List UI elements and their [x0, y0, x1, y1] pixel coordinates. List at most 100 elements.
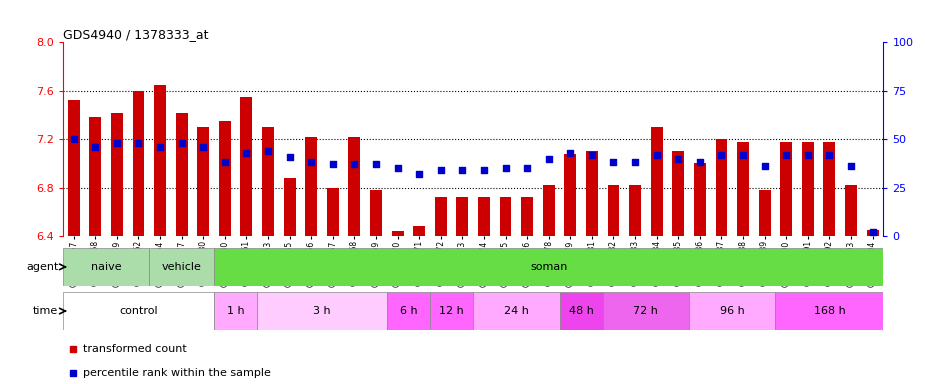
Point — [261, 148, 276, 154]
Point — [239, 150, 253, 156]
Bar — [781, 142, 792, 236]
Bar — [456, 197, 468, 236]
Bar — [478, 197, 490, 236]
Point — [800, 152, 815, 158]
Bar — [284, 178, 296, 236]
Point — [693, 159, 708, 166]
Bar — [413, 227, 426, 236]
Text: 96 h: 96 h — [720, 306, 745, 316]
Point — [326, 161, 340, 167]
Bar — [197, 127, 209, 236]
Bar — [867, 230, 879, 236]
Point — [153, 144, 167, 150]
Bar — [132, 91, 144, 236]
Bar — [176, 113, 188, 236]
Bar — [219, 121, 230, 236]
Bar — [240, 97, 253, 236]
Bar — [716, 139, 727, 236]
Text: agent: agent — [26, 262, 58, 272]
Bar — [391, 231, 403, 236]
Text: naive: naive — [91, 262, 121, 272]
Bar — [474, 292, 560, 330]
Text: time: time — [33, 306, 58, 316]
Bar — [327, 188, 339, 236]
Bar — [823, 142, 835, 236]
Text: 3 h: 3 h — [314, 306, 331, 316]
Bar — [305, 137, 317, 236]
Bar — [149, 248, 214, 286]
Point — [476, 167, 491, 173]
Point — [88, 144, 103, 150]
Bar — [68, 101, 80, 236]
Point — [585, 152, 599, 158]
Point — [822, 152, 837, 158]
Text: 24 h: 24 h — [504, 306, 529, 316]
Point — [758, 163, 772, 169]
Bar — [262, 127, 274, 236]
Text: transformed count: transformed count — [83, 344, 187, 354]
Point — [109, 140, 124, 146]
Point — [649, 152, 664, 158]
Bar — [214, 248, 883, 286]
Point — [347, 161, 362, 167]
Text: 6 h: 6 h — [400, 306, 417, 316]
Bar — [500, 197, 512, 236]
Point — [779, 152, 794, 158]
Bar — [154, 84, 166, 236]
Point — [844, 163, 858, 169]
Point — [217, 159, 232, 166]
Bar — [111, 113, 123, 236]
Text: 1 h: 1 h — [227, 306, 244, 316]
Point — [282, 154, 297, 160]
Bar — [608, 185, 620, 236]
Point — [628, 159, 643, 166]
Bar — [387, 292, 430, 330]
Bar — [586, 151, 598, 236]
Bar — [430, 292, 473, 330]
Point — [865, 229, 880, 235]
Bar — [650, 127, 662, 236]
Point — [455, 167, 470, 173]
Bar — [694, 164, 706, 236]
Bar — [802, 142, 814, 236]
Bar — [435, 197, 447, 236]
Bar — [370, 190, 382, 236]
Bar — [775, 292, 883, 330]
Bar — [90, 118, 101, 236]
Point — [606, 159, 621, 166]
Bar — [257, 292, 387, 330]
Text: 48 h: 48 h — [569, 306, 594, 316]
Text: soman: soman — [530, 262, 567, 272]
Point — [67, 136, 81, 142]
Point — [735, 152, 750, 158]
Point — [714, 152, 729, 158]
Bar — [521, 197, 533, 236]
Bar — [543, 185, 555, 236]
Bar — [214, 292, 257, 330]
Point — [412, 171, 426, 177]
Text: control: control — [119, 306, 158, 316]
Bar — [689, 292, 775, 330]
Point — [174, 140, 189, 146]
Point — [303, 159, 318, 166]
Bar — [63, 248, 149, 286]
Text: 12 h: 12 h — [439, 306, 464, 316]
Text: GDS4940 / 1378333_at: GDS4940 / 1378333_at — [63, 28, 208, 41]
Bar — [845, 185, 857, 236]
Bar — [349, 137, 361, 236]
Bar — [629, 185, 641, 236]
Point — [671, 156, 685, 162]
Point — [433, 167, 448, 173]
Point — [541, 156, 556, 162]
Text: percentile rank within the sample: percentile rank within the sample — [83, 368, 271, 379]
Bar — [63, 292, 214, 330]
Point — [368, 161, 383, 167]
Bar — [560, 292, 603, 330]
Point — [196, 144, 211, 150]
Point — [390, 165, 405, 171]
Text: vehicle: vehicle — [162, 262, 202, 272]
Bar — [672, 151, 684, 236]
Text: 168 h: 168 h — [813, 306, 845, 316]
Bar — [737, 142, 749, 236]
Text: 72 h: 72 h — [634, 306, 659, 316]
